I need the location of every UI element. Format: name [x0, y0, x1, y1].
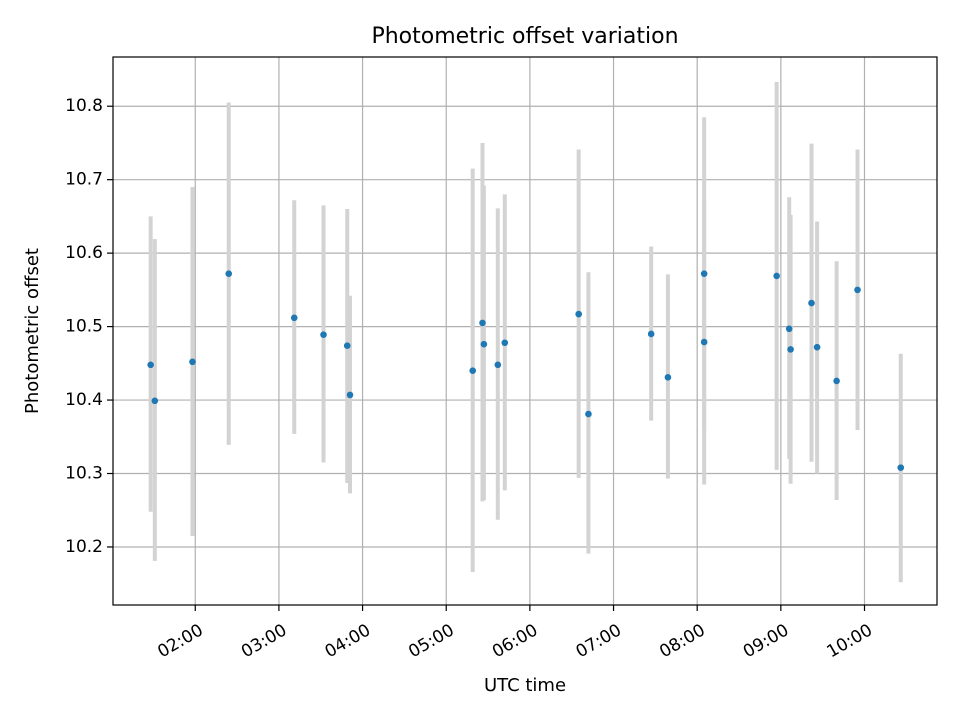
data-point	[320, 331, 327, 338]
y-tick-label: 10.4	[65, 390, 103, 410]
data-point	[575, 310, 582, 318]
data-point	[494, 361, 502, 369]
x-tick-label: 05:00	[405, 620, 457, 662]
data-point	[773, 272, 780, 280]
y-tick-label: 10.8	[65, 96, 103, 116]
data-point	[189, 358, 196, 366]
data-point	[151, 397, 159, 405]
y-tick-label: 10.7	[65, 170, 103, 190]
y-tick-label: 10.6	[65, 243, 103, 263]
x-tick-label: 03:00	[238, 620, 290, 662]
y-tick-label: 10.5	[65, 317, 103, 337]
y-tick-label: 10.3	[65, 464, 103, 484]
data-point	[290, 314, 298, 322]
x-tick-label: 07:00	[573, 620, 625, 662]
data-point	[833, 377, 840, 385]
data-point	[808, 299, 815, 307]
error-bars	[148, 81, 903, 583]
grid-lines	[113, 57, 937, 605]
data-point	[700, 338, 708, 346]
x-axis-label: UTC time	[484, 675, 566, 696]
data-point	[346, 391, 354, 399]
data-point	[787, 346, 794, 353]
axis-ticks: 02:00 03:00 04:00 05:00 06:00 07:00 08:00 09:00…	[65, 96, 876, 662]
y-axis-label: Photometric offset	[22, 248, 43, 414]
data-point	[854, 286, 861, 294]
x-tick-label: 08:00	[656, 620, 708, 662]
x-tick-label: 02:00	[154, 620, 206, 662]
x-tick-label: 06:00	[489, 620, 541, 662]
x-tick-label: 04:00	[322, 620, 374, 662]
data-point	[585, 410, 592, 418]
data-point	[785, 325, 793, 333]
plot-frame	[112, 56, 938, 606]
data-point	[225, 270, 233, 278]
chart-title: Photometric offset variation	[371, 24, 678, 49]
data-point	[343, 342, 351, 349]
data-point	[897, 464, 905, 471]
data-point	[480, 340, 488, 348]
data-point	[469, 367, 477, 374]
data-point	[147, 361, 154, 369]
data-point	[664, 373, 672, 381]
data-point	[813, 343, 821, 351]
data-point	[479, 319, 486, 327]
x-tick-label: 09:00	[740, 620, 792, 662]
data-points	[147, 270, 905, 471]
data-point	[501, 339, 509, 347]
x-tick-label: 10:00	[824, 620, 876, 662]
data-point	[647, 330, 655, 338]
data-point	[700, 270, 708, 278]
y-tick-label: 10.2	[65, 537, 103, 557]
